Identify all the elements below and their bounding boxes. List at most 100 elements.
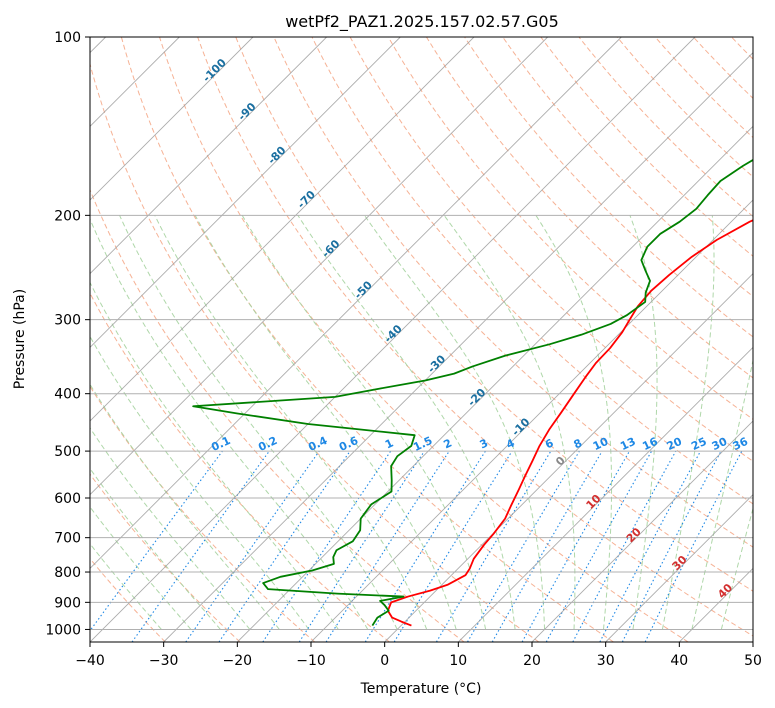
mixing-ratio-line [262,450,392,642]
moist-adiabat-label: 30 [670,553,690,573]
dry-adiabat-label: -20 [465,386,488,409]
axis-ticks: −40 −30 −20 −10 0 10 20 30 40 50 1000 900 800 700 600 5… [45,30,762,669]
dry-adiabat-line [235,37,753,592]
y-tick-label: 600 [54,491,81,507]
moist-adiabat-line [90,467,221,630]
dry-adiabat-label: -70 [295,188,318,211]
dry-adiabat-label: -60 [319,237,342,260]
isotherm-line [605,494,753,642]
isotherm-line [384,273,753,642]
x-tick-label: −20 [223,653,253,669]
dry-adiabat-line [425,37,753,379]
dry-adiabat-line [90,473,241,642]
mixing-ratio-line [393,450,513,642]
moist-adiabat-line [661,215,715,630]
x-axis-label: Temperature (°C) [360,681,482,697]
mixing-ratio-line [521,450,630,642]
mixing-ratio-line [131,450,270,642]
moist-adiabat-line [90,427,251,630]
plot-frame [89,36,754,643]
dry-adiabat-line [654,37,753,139]
y-tick-label: 900 [54,595,81,611]
x-tick-label: 0 [380,653,389,669]
moist-adiabat-line [90,543,162,630]
moist-adiabat-line [691,358,753,630]
mixing-ratio-label: 16 [640,435,660,453]
isotherm-line [679,567,753,642]
moist-adiabat-label: 20 [624,525,644,545]
isotherm-line [90,37,475,422]
x-tick-label: 20 [523,653,541,669]
dry-adiabat-label: -30 [425,352,448,375]
isotherm-line [458,346,753,642]
dry-adiabat-line [197,37,753,637]
dry-adiabat-label: -80 [265,144,288,167]
mixing-ratio-line [298,450,425,642]
dry-adiabat-line [90,292,390,642]
dry-adiabat-line [120,37,614,642]
y-tick-label: 400 [54,387,81,403]
mixing-ratio-label: 1 [383,436,395,451]
y-tick-label: 200 [54,208,81,224]
mixing-ratio-line [90,450,223,632]
mixing-ratio-line [325,450,450,642]
dry-adiabat-line [90,557,166,642]
moist-adiabat-line [90,506,192,630]
dry-adiabat-line [387,37,753,420]
x-tick-label: −10 [296,653,326,669]
isotherm-line [310,199,753,642]
mixing-ratio-label: 25 [689,435,708,453]
dry-adiabat-line [770,37,775,642]
x-tick-label: 40 [670,653,688,669]
isotherm-line [531,420,753,642]
isotherm-line [90,37,548,496]
mixing-ratio-line [218,450,351,642]
isotherm-line [752,641,753,642]
dry-adiabat-line [90,62,540,642]
isotherm-line [90,37,327,275]
mixing-ratio-label: 30 [710,435,730,453]
y-axis-label: Pressure (hPa) [12,289,28,389]
moist-adiabat-label: 10 [584,492,604,512]
dewpoint-line [192,158,753,627]
x-tick-label: 10 [449,653,467,669]
y-tick-label: 500 [54,444,81,460]
moist-adiabat-label: 40 [715,581,735,601]
dry-adiabat-line [159,37,689,642]
dry-adiabat-line [692,37,753,99]
y-tick-label: 1000 [45,622,81,638]
chart-title: wetPf2_PAZ1.2025.157.02.57.G05 [285,12,559,32]
mixing-ratio-label: 4 [504,436,517,451]
isotherm-line [163,52,753,642]
isotherm-line [90,37,254,201]
mixing-ratio-line [545,450,653,642]
mixing-ratio-line [644,450,743,642]
mixing-ratio-label: 20 [665,435,685,453]
data-series [192,158,753,627]
dry-adiabat-line [349,37,753,462]
mixing-ratio-line [435,450,552,642]
isotherm-line [90,37,696,642]
dry-adiabat-line [90,385,316,642]
isotherm-line [237,125,753,642]
moist-adiabat-line [241,215,487,630]
dry-adiabat-line [578,37,753,218]
x-tick-label: −40 [75,653,105,669]
temperature-line [387,219,753,627]
mixing-ratio-label: 2 [442,436,454,451]
mixing-ratio-label: 36 [731,435,751,453]
mixing-ratio-label: 6 [543,436,556,451]
x-tick-label: 50 [744,653,762,669]
gridlines [90,37,753,642]
dry-adiabat-line [273,37,753,548]
moist-adiabat-line [154,215,428,630]
dry-adiabat-line [90,188,465,642]
y-tick-label: 300 [54,313,81,329]
isotherm-line [90,37,401,348]
y-tick-label: 700 [54,531,81,547]
mixing-ratio-line [621,450,722,642]
moist-adiabat-line [629,215,658,630]
y-tick-label: 100 [54,30,81,46]
x-tick-label: 30 [597,653,615,669]
mixing-ratio-label: 10 [591,435,611,453]
